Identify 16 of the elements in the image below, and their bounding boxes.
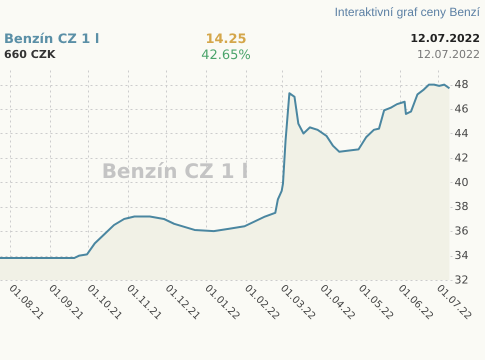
y-tick-label: 42 [454,151,468,164]
y-tick-label: 40 [454,176,468,189]
text: 12.07.2022 [410,32,480,45]
y-tick-label: 34 [454,249,468,262]
y-tick-label: 44 [454,126,468,140]
text: 660 CZK [4,48,56,61]
text: 42.65% [201,48,251,63]
text: 14.25 [205,32,247,47]
text: 12.07.2022 [417,48,480,61]
y-tick-label: 36 [454,224,468,238]
y-tick-label: 38 [454,200,468,214]
y-tick-label: 48 [454,78,468,92]
y-tick-label: 46 [454,102,468,116]
text: Benzín CZ 1 l [4,32,100,47]
chart-title: Interaktivní graf ceny Benzí [334,5,481,19]
y-tick-label: 32 [454,274,468,286]
